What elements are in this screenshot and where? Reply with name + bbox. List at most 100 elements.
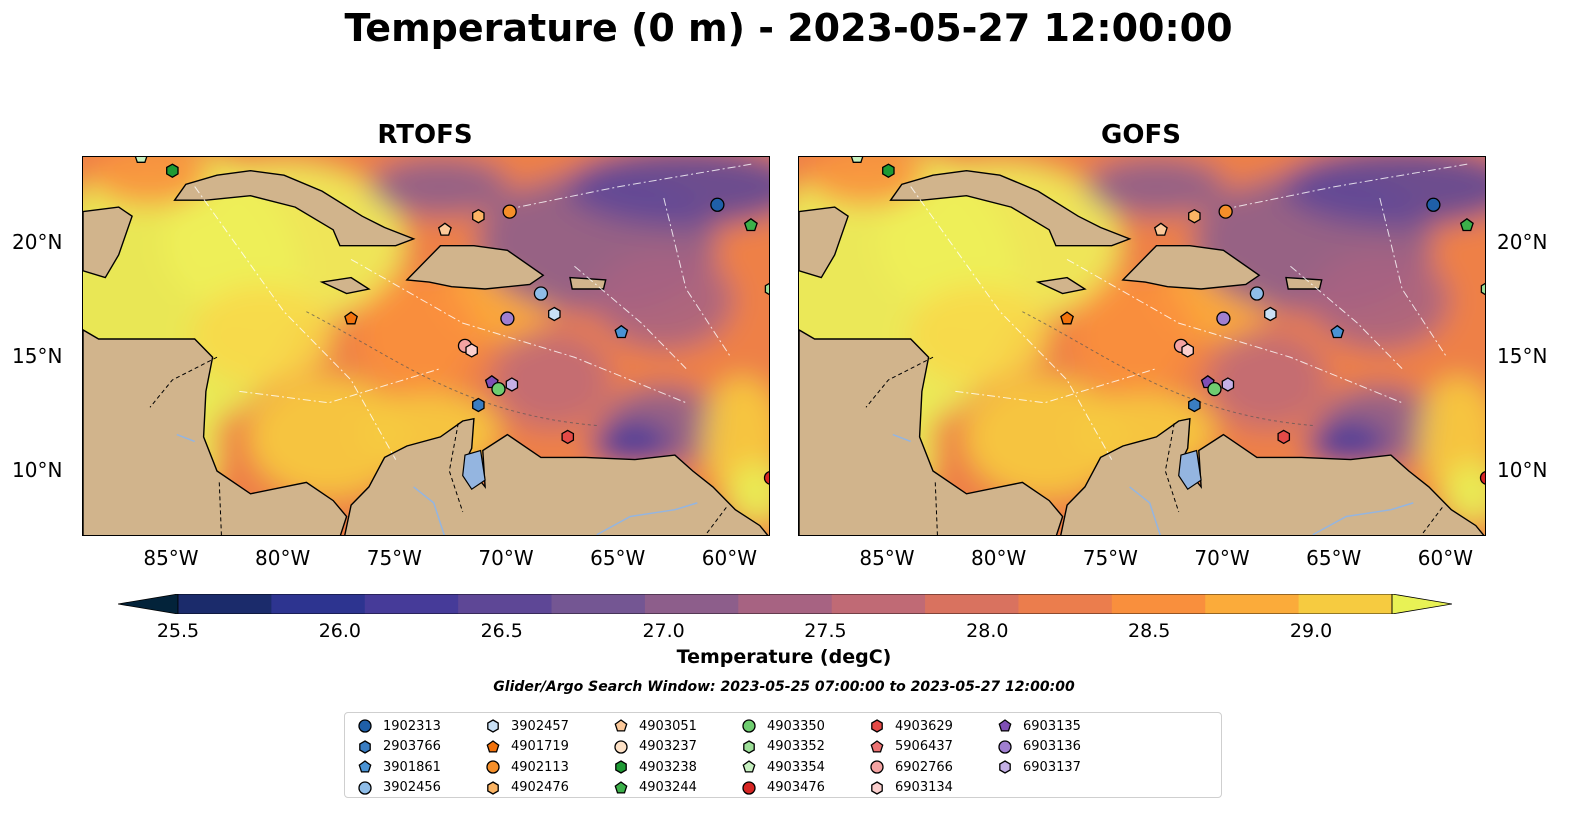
map-panel-rtofs [82,156,770,536]
legend-marker-icon [358,760,372,773]
map-rtofs [83,157,769,535]
colorbar-gradient [117,593,1453,615]
lat-tick-label-right: 10°N [1497,458,1548,482]
legend-item: 1902313 [357,716,441,736]
lon-tick-label: 85°W [859,546,915,570]
colorbar-extend-high [1391,593,1453,615]
legend-marker-4903244 [614,780,628,794]
legend-marker-icon [486,760,500,774]
legend-label: 4903051 [639,718,697,734]
legend-label: 4903237 [639,739,697,754]
legend-marker-1902313 [358,719,372,733]
legend-label: 4903352 [767,739,825,754]
legend-marker-icon [358,780,372,795]
colorbar-tick-label: 26.0 [318,620,362,642]
legend-marker-icon [999,760,1011,774]
legend-marker-6902766 [870,760,884,774]
legend-item: 3902456 [357,778,441,798]
colorbar-tick-label: 28.5 [1128,620,1171,642]
colorbar-tick-label: 28.0 [966,620,1009,642]
legend-marker-icon [487,719,499,733]
legend-marker-icon [742,760,756,773]
legend-marker-6903135 [998,719,1012,732]
colorbar-segment [1018,594,1113,614]
legend-label: 2903766 [383,739,441,754]
colorbar-tick-label: 26.5 [480,620,523,642]
float-marker-4902476 [1188,208,1201,224]
lon-tick-label: 60°W [1417,546,1474,570]
float-marker-4903238 [882,163,895,178]
float-marker-4903629 [1277,429,1291,445]
legend-marker-icon [998,719,1012,732]
colorbar-tick-label: 27.0 [642,620,685,642]
legend-item: 6902766 [869,757,953,777]
legend-label: 4901719 [511,739,569,754]
legend-label: 6903135 [1023,718,1081,734]
colorbar [117,593,1453,618]
legend-marker-icon [359,739,371,754]
float-marker-6903137 [505,377,519,392]
legend-label: 4903476 [767,780,825,795]
legend-label: 6903137 [1023,759,1081,775]
float-marker-4903051 [1153,222,1168,236]
float-marker-4903354 [850,157,864,163]
colorbar-tick-label: 29.0 [1289,620,1333,642]
float-marker-4903350 [1207,381,1222,397]
legend-item: 4903354 [741,757,825,777]
land-puertorico [1285,276,1323,290]
map-panel-gofs [798,156,1486,536]
float-marker-3902457 [1264,306,1277,322]
legend-label: 1902313 [383,718,441,734]
lat-tick-label-left: 10°N [12,458,63,482]
legend-label: 4903354 [767,759,825,775]
panel-title-rtofs: RTOFS [377,120,473,150]
land-southAmerica [1060,417,1485,535]
float-marker-4903244 [1459,217,1474,232]
colorbar-segment [551,594,646,614]
legend-marker-icon [871,780,883,795]
float-legend: 1902313 2903766 3901861 3902456 3902457 49017… [344,712,1222,798]
lake-maracaibo [462,449,486,491]
legend-item: 4903629 [869,716,953,736]
legend-item: 2903766 [357,737,441,757]
legend-marker-4901719 [486,739,500,753]
legend-marker-2903766 [359,739,371,754]
legend-label: 6902766 [895,759,953,775]
float-marker-3901861 [614,324,629,339]
legend-item: 6903136 [997,737,1081,757]
legend-marker-icon [998,739,1012,754]
land-puertorico [569,276,607,290]
legend-label: 6903136 [1023,739,1081,754]
float-marker-4903238 [166,163,179,178]
float-marker-4901719 [1060,311,1074,325]
panel-title-gofs: GOFS [1101,120,1181,150]
float-marker-6903136 [500,311,515,326]
legend-marker-4903476 [742,780,756,795]
search-window-text: Glider/Argo Search Window: 2023-05-25 07… [493,679,1075,695]
float-marker-4903476 [1479,470,1485,485]
legend-marker-icon [743,739,755,754]
legend-marker-3902457 [487,719,499,733]
legend-item: 4901719 [485,737,569,757]
legend-item: 4903237 [613,737,697,757]
legend-marker-4902476 [487,780,499,795]
legend-marker-3902456 [358,780,372,795]
legend-label: 4903238 [639,759,697,775]
colorbar-segment [738,594,833,614]
colorbar-segment [1205,594,1300,614]
lat-tick-label-left: 20°N [12,230,63,255]
float-marker-6903134 [465,343,478,358]
colorbar-segment [925,594,1019,614]
lon-tick-label: 75°W [366,546,422,570]
legend-label: 4903350 [767,718,825,734]
float-markers [850,157,1485,485]
float-marker-6903134 [1181,343,1194,358]
float-marker-4902113 [502,204,517,219]
legend-marker-icon [614,719,628,732]
legend-item: 4903476 [741,778,825,798]
float-marker-2903766 [1188,397,1201,413]
legend-marker-icon [487,780,499,795]
colorbar-segment [644,594,739,614]
legend-item: 4903238 [613,757,697,777]
colorbar-segment [1111,594,1206,614]
